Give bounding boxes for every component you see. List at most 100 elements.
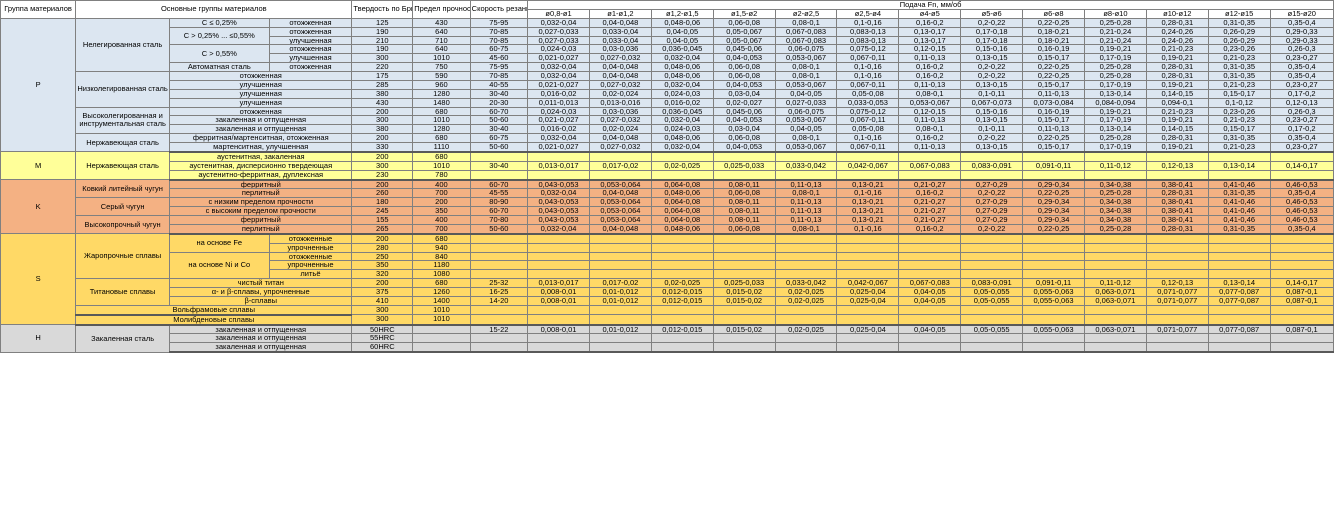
feed-value-d3: 0,02-0,025	[650, 278, 714, 288]
feed-value-d5	[774, 269, 838, 280]
feed-value-d4: 0,06-0,08	[712, 62, 776, 72]
material-condition: закаленная и отпущенная	[169, 342, 353, 354]
feed-value-d13: 0,46-0,53	[1269, 197, 1334, 208]
feed-value-d12: 0,21-0,23	[1207, 115, 1271, 126]
feed-value-d6: 0,13-0,21	[836, 215, 900, 225]
feed-value-d5: 0,02-0,025	[774, 295, 838, 306]
feed-value-d4: 0,05-0,067	[712, 35, 776, 46]
cutting-speed-value: 75-95	[469, 62, 529, 72]
feed-value-d13	[1269, 169, 1334, 181]
cutting-speed-value: 60-75	[469, 44, 529, 55]
material-condition: ферритная/мартенситная, отожженная	[169, 133, 353, 143]
feed-value-d13	[1269, 242, 1334, 253]
table-row: Титановые сплавы чистый титан 200 680 25-32 0…	[1, 278, 1334, 306]
feed-value-d7: 0,16-0,2	[898, 71, 962, 81]
feed-value-d4: 0,03-0,04	[712, 124, 776, 135]
feed-value-d9	[1022, 151, 1085, 162]
feed-value-d1: 0,027-0,033	[527, 35, 590, 46]
feed-value-d5: 0,11-0,13	[774, 178, 838, 190]
feed-value-d5: 0,06-0,075	[774, 106, 838, 117]
feed-value-d7: 0,04-0,05	[898, 295, 962, 306]
feed-value-d2: 0,02-0,024	[588, 88, 652, 99]
feed-value-d5: 0,08-0,1	[774, 188, 838, 199]
feed-value-d8: 0,05-0,055	[960, 295, 1024, 306]
feed-value-d1: 0,021-0,027	[527, 53, 590, 64]
feed-value-d8	[960, 233, 1024, 244]
feed-value-d12: 0,13-0,14	[1207, 278, 1271, 288]
hardness-value: 265	[351, 223, 414, 235]
feed-value-d5	[774, 314, 838, 326]
feed-value-d1: 0,008-0,01	[527, 287, 590, 297]
feed-value-d2	[588, 251, 652, 262]
feed-value-d3: 0,048-0,06	[650, 17, 714, 28]
table-row: Низколегированная сталь отожженная 175 590 7…	[1, 71, 1334, 108]
feed-value-d5: 0,027-0,033	[774, 97, 838, 108]
feed-value-d2	[588, 242, 652, 253]
header-diameter-6: ø2,5-ø4	[836, 8, 900, 19]
feed-value-d2: 0,01-0,012	[588, 323, 652, 335]
feed-value-d2: 0,01-0,012	[588, 295, 652, 306]
feed-value-d3: 0,012-0,015	[650, 287, 714, 297]
feed-value-d4	[712, 269, 776, 280]
feed-value-d8	[960, 342, 1024, 354]
feed-value-d13: 0,35-0,4	[1269, 223, 1334, 235]
cutting-speed-value: 16-25	[469, 287, 529, 297]
cutting-speed-value: 50-60	[469, 223, 529, 235]
hardness-value: 285	[351, 79, 414, 90]
feed-value-d10: 0,063-0,071	[1083, 295, 1147, 306]
strength-value: 1110	[412, 141, 471, 153]
cutting-speed-value	[469, 304, 529, 316]
feed-value-d10: 0,17-0,19	[1083, 79, 1147, 90]
cutting-speed-value: 20-30	[469, 97, 529, 108]
feed-value-d1: 0,021-0,027	[527, 141, 590, 153]
cutting-speed-value	[469, 251, 529, 262]
feed-value-d12: 0,15-0,17	[1207, 88, 1271, 99]
feed-value-d10: 0,17-0,19	[1083, 115, 1147, 126]
feed-value-d2: 0,017-0,02	[588, 278, 652, 288]
material-condition: отожженные	[268, 251, 353, 262]
cutting-speed-value: 45-55	[469, 188, 529, 199]
feed-value-d7: 0,21-0,27	[898, 197, 962, 208]
feed-value-d12: 0,077-0,087	[1207, 287, 1271, 297]
feed-value-d8: 0,2-0,22	[960, 223, 1024, 235]
feed-value-d9	[1022, 342, 1085, 354]
feed-value-d9: 0,22-0,25	[1022, 62, 1085, 72]
material-condition: ферритный	[169, 178, 353, 190]
feed-value-d13: 0,087-0,1	[1269, 287, 1334, 297]
feed-value-d3	[650, 151, 714, 162]
feed-value-d4: 0,08-0,11	[712, 197, 776, 208]
table-row: аустенитная, дисперсионно твердеющая 300 1…	[1, 160, 1334, 171]
feed-value-d5	[774, 333, 838, 344]
feed-value-d10: 0,13-0,14	[1083, 88, 1147, 99]
feed-value-d12	[1207, 233, 1271, 244]
feed-value-d5: 0,11-0,13	[774, 215, 838, 225]
feed-value-d13: 0,23-0,27	[1269, 53, 1334, 64]
strength-value: 1010	[412, 160, 471, 171]
feed-value-d4: 0,02-0,027	[712, 97, 776, 108]
table-row: Молибденовые сплавы 300 1010	[1, 314, 1334, 326]
feed-value-d6: 0,083-0,13	[836, 35, 900, 46]
table-row: Автоматная сталь отожженная 220 750 75-95 0,0…	[1, 62, 1334, 72]
feed-value-d2: 0,027-0,032	[588, 115, 652, 126]
feed-value-d1: 0,021-0,027	[527, 115, 590, 126]
feed-value-d3	[650, 333, 714, 344]
feed-value-d11	[1145, 169, 1209, 181]
hardness-value: 55HRC	[351, 333, 414, 344]
material-subgroup: на основе Fe	[169, 233, 270, 253]
feed-value-d12	[1207, 314, 1271, 326]
feed-value-d3: 0,032-0,04	[650, 115, 714, 126]
strength-value: 1080	[412, 269, 471, 280]
feed-value-d9: 0,22-0,25	[1022, 223, 1085, 235]
feed-value-d12	[1207, 333, 1271, 344]
feed-value-d10	[1083, 333, 1147, 344]
feed-value-d13: 0,23-0,27	[1269, 141, 1334, 153]
feed-value-d1: 0,032-0,04	[527, 188, 590, 199]
feed-value-d13: 0,35-0,4	[1269, 17, 1334, 28]
feed-value-d2	[588, 304, 652, 316]
feed-value-d1: 0,021-0,027	[527, 79, 590, 90]
table-row: аустенитно-ферритная, дуплексная 230 780	[1, 169, 1334, 181]
strength-value: 1010	[412, 304, 471, 316]
feed-value-d3: 0,048-0,06	[650, 133, 714, 143]
strength-value: 960	[412, 79, 471, 90]
feed-value-d10: 0,13-0,14	[1083, 124, 1147, 135]
